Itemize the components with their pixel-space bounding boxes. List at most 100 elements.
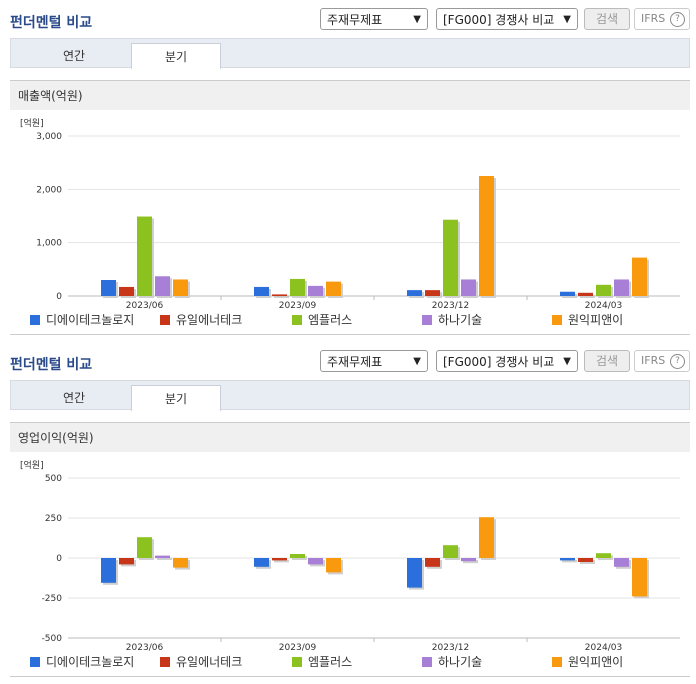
bar[interactable]: [425, 558, 440, 567]
revenue-panel: 펀더멘털 비교 주재무제표 ▼ [FG000] 경쟁사 비교 ▼ 검색 IFRS…: [10, 8, 690, 335]
bar[interactable]: [479, 517, 494, 558]
section-title: 매출액(억원): [10, 80, 690, 110]
tab-annual[interactable]: 연간: [62, 49, 86, 63]
bar[interactable]: [137, 537, 152, 558]
bar[interactable]: [614, 279, 629, 296]
period-tabs: 연간 분기: [10, 38, 690, 69]
bar[interactable]: [101, 280, 116, 296]
statement-select[interactable]: 주재무제표 ▼: [320, 8, 428, 30]
y-tick-label: 0: [56, 292, 62, 302]
bar[interactable]: [101, 558, 116, 583]
statement-select-value: 주재무제표: [327, 13, 383, 27]
bar[interactable]: [254, 558, 269, 567]
bar[interactable]: [326, 281, 341, 296]
bar[interactable]: [119, 558, 134, 565]
tab-quarterly[interactable]: 분기: [131, 43, 221, 69]
bar[interactable]: [407, 290, 422, 296]
legend-label: 엠플러스: [308, 313, 353, 327]
bar-shadow: [274, 296, 289, 298]
y-tick-label: 3,000: [36, 132, 62, 142]
y-tick-label: -250: [42, 594, 63, 604]
bar[interactable]: [119, 286, 134, 296]
peer-select[interactable]: [FG000] 경쟁사 비교 ▼: [436, 350, 578, 372]
bar[interactable]: [137, 216, 152, 296]
bar[interactable]: [461, 558, 476, 562]
bar-shadow: [562, 560, 577, 563]
bar[interactable]: [272, 294, 287, 296]
statement-select-value: 주재무제표: [327, 355, 383, 369]
y-tick-label: 500: [45, 474, 62, 484]
bar[interactable]: [443, 545, 458, 558]
ifrs-label: IFRS: [641, 354, 666, 367]
search-button[interactable]: 검색: [584, 350, 630, 372]
legend-item[interactable]: 엠플러스: [292, 312, 352, 328]
bar[interactable]: [560, 291, 575, 296]
bar[interactable]: [461, 279, 476, 296]
legend-swatch: [30, 657, 40, 667]
legend-swatch: [160, 657, 170, 667]
x-tick-label: 2023/12: [432, 643, 469, 653]
bar[interactable]: [632, 558, 647, 597]
tab-quarterly[interactable]: 분기: [131, 385, 221, 411]
legend-item[interactable]: 엠플러스: [292, 654, 352, 670]
bar[interactable]: [614, 558, 629, 567]
bar-shadow: [580, 294, 595, 298]
bar[interactable]: [326, 558, 341, 573]
legend-label: 엠플러스: [308, 655, 353, 669]
statement-select[interactable]: 주재무제표 ▼: [320, 350, 428, 372]
bar[interactable]: [425, 290, 440, 296]
legend-item[interactable]: 유일에너테크: [160, 312, 242, 328]
bar[interactable]: [272, 558, 287, 561]
legend-swatch: [422, 657, 432, 667]
x-tick-label: 2023/06: [126, 643, 164, 653]
panel-title: 펀더멘털 비교: [10, 15, 93, 31]
bar-shadow: [463, 560, 478, 564]
revenue-chart: [억원] 3,000 2,000 1,000 0 2023/06 2023/09 2023/1…: [20, 117, 680, 311]
ifrs-button[interactable]: IFRS ?: [634, 350, 690, 372]
legend-item[interactable]: 디에이테크놀로지: [30, 654, 134, 670]
bar[interactable]: [578, 292, 593, 296]
legend-swatch: [422, 315, 432, 325]
bar[interactable]: [173, 558, 188, 568]
bar[interactable]: [479, 176, 494, 296]
legend-item[interactable]: 하나기술: [422, 654, 482, 670]
legend-label: 디에이테크놀로지: [46, 655, 135, 669]
help-icon: ?: [670, 12, 685, 27]
bar[interactable]: [308, 285, 323, 296]
bar[interactable]: [407, 558, 422, 588]
legend-item[interactable]: 유일에너테크: [160, 654, 242, 670]
y-tick-label: 250: [45, 514, 62, 524]
legend-item[interactable]: 디에이테크놀로지: [30, 312, 134, 328]
bar[interactable]: [290, 554, 305, 558]
tab-annual[interactable]: 연간: [62, 391, 86, 405]
legend-swatch: [30, 315, 40, 325]
bar[interactable]: [578, 558, 593, 562]
bar[interactable]: [173, 279, 188, 296]
bar-shadow: [274, 560, 289, 563]
bar[interactable]: [632, 257, 647, 296]
peer-select[interactable]: [FG000] 경쟁사 비교 ▼: [436, 8, 578, 30]
bar[interactable]: [443, 219, 458, 296]
legend-item[interactable]: 원익피앤이: [552, 312, 623, 328]
legend-label: 유일에너테크: [176, 313, 243, 327]
bar[interactable]: [155, 276, 170, 296]
chart-legend: 디에이테크놀로지 유일에너테크 엠플러스 하나기술 원익피앤이: [30, 312, 690, 328]
bar[interactable]: [596, 284, 611, 296]
legend-swatch: [552, 315, 562, 325]
bar[interactable]: [308, 558, 323, 565]
legend-item[interactable]: 원익피앤이: [552, 654, 623, 670]
search-button[interactable]: 검색: [584, 8, 630, 30]
bar[interactable]: [290, 278, 305, 296]
legend-label: 하나기술: [438, 313, 483, 327]
panel-title: 펀더멘털 비교: [10, 357, 93, 373]
bar[interactable]: [596, 553, 611, 558]
legend-swatch: [160, 315, 170, 325]
legend-label: 유일에너테크: [176, 655, 243, 669]
bar[interactable]: [254, 286, 269, 296]
legend-item[interactable]: 하나기술: [422, 312, 482, 328]
ifrs-button[interactable]: IFRS ?: [634, 8, 690, 30]
chevron-down-icon: ▼: [563, 356, 571, 367]
bar[interactable]: [560, 558, 575, 561]
legend-swatch: [292, 657, 302, 667]
bar[interactable]: [155, 555, 170, 558]
